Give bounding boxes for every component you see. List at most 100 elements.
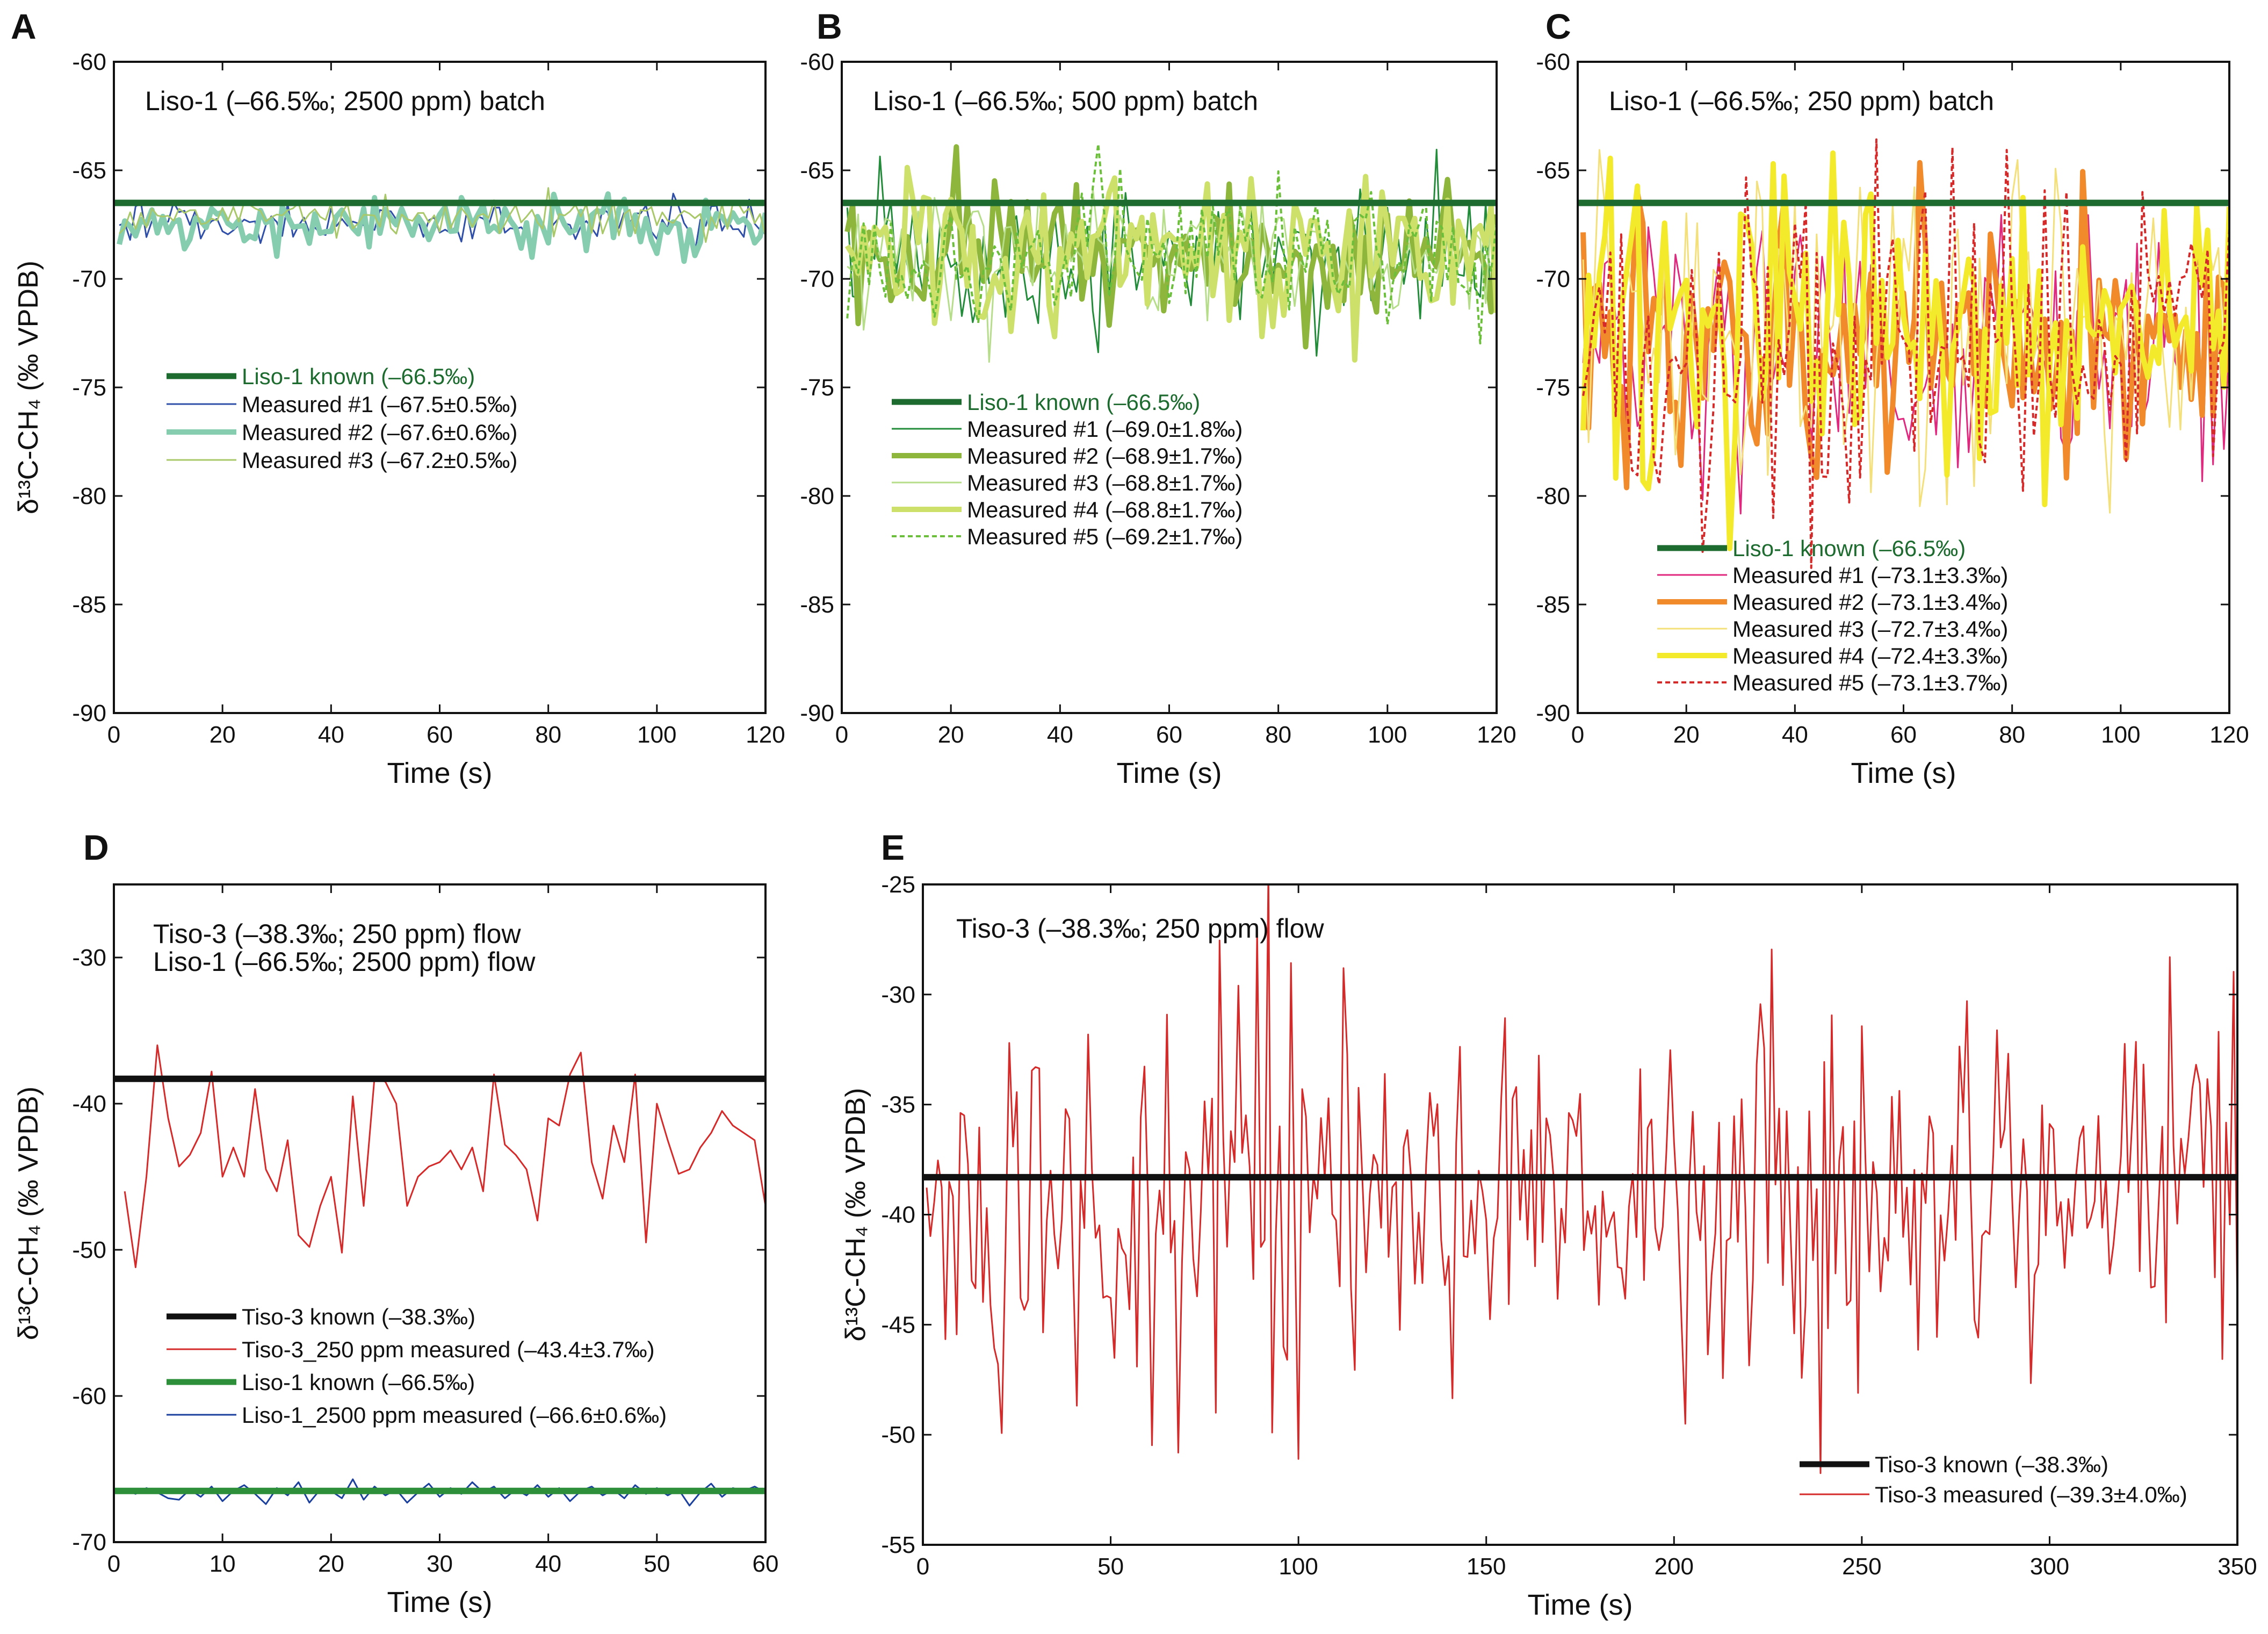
x-tick-label: 40 [535,1551,561,1577]
legend: Tiso-3 known (–38.3‰) Tiso-3 measured (–3… [1800,1452,2187,1507]
x-tick-label: 80 [535,722,561,748]
y-tick-label: -60 [1536,49,1570,75]
y-tick-label: -60 [72,1383,106,1409]
panel-letter: D [83,827,109,867]
legend-label: Measured #2 (–73.1±3.4‰) [1732,589,2008,615]
y-axis-label: δ¹³C-CH₄ (‰ VPDB) [13,261,44,514]
x-tick-label: 80 [1999,722,2025,748]
y-tick-label: -65 [1536,157,1570,184]
panel-letter: E [881,827,905,867]
x-tick-label: 350 [2218,1553,2257,1580]
x-tick-label: 0 [916,1553,929,1580]
series-line-4 [1580,150,2229,551]
y-tick-label: -55 [881,1532,915,1558]
legend-label: Measured #5 (–73.1±3.7‰) [1732,670,2008,695]
y-tick-label: -65 [800,157,834,184]
y-tick-label: -80 [1536,483,1570,509]
x-tick-label: 60 [753,1551,779,1577]
plot-area [1578,138,2229,569]
plot-frame [113,883,767,1543]
y-tick-label: -70 [1536,266,1570,292]
series-line-1 [926,884,2237,1474]
legend-label: Measured #4 (–72.4±3.3‰) [1732,643,2008,668]
y-tick-label: -50 [881,1422,915,1448]
x-tick-label: 100 [637,722,676,748]
x-tick-label: 100 [1368,722,1407,748]
y-tick-label: -70 [72,266,106,292]
x-tick-label: 100 [1279,1553,1318,1580]
x-tick-label: 10 [210,1551,236,1577]
plot-area [923,884,2237,1474]
legend-label: Measured #2 (–67.6±0.6‰) [242,420,517,445]
x-tick-label: 60 [1890,722,1917,748]
legend: Liso-1 known (–66.5‰) Measured #1 (–67.5±… [167,364,517,473]
y-tick-label: -35 [881,1092,915,1118]
y-tick-label: -45 [881,1312,915,1338]
x-tick-label: 20 [318,1551,344,1577]
x-tick-label: 50 [644,1551,670,1577]
y-tick-label: -70 [800,266,834,292]
series-line-5 [1582,138,2229,569]
legend-label: Measured #5 (–69.2±1.7‰) [967,524,1243,549]
y-tick-label: -75 [800,375,834,401]
x-tick-label: 40 [318,722,344,748]
plot-area [114,187,765,264]
y-axis-label: δ¹³C-CH₄ (‰ VPDB) [840,1088,871,1342]
panel-c: C 0 20 40 60 80 100 120 -90 -85 -80 -75 -70 -65 -60 Tim… [1536,6,2249,789]
legend: Liso-1 known (–66.5‰)Measured #1 (–73.1±… [1657,536,2008,695]
y-tick-label: -75 [72,375,106,401]
legend-label: Tiso-3 known (–38.3‰) [242,1304,475,1329]
y-tick-label: -40 [881,1202,915,1228]
legend-label: Liso-1 known (–66.5‰) [967,390,1200,415]
y-tick-label: -80 [800,483,834,509]
series-line-5 [846,142,1497,344]
legend-label: Tiso-3 measured (–39.3±4.0‰) [1875,1482,2187,1507]
y-tick-label: -90 [800,700,834,726]
series-line-3 [119,187,765,243]
x-tick-label: 200 [1655,1553,1694,1580]
x-tick-label: 40 [1782,722,1808,748]
x-tick-label: 20 [1673,722,1700,748]
legend: Tiso-3 known (–38.3‰) Tiso-3_250 ppm meas… [167,1304,667,1428]
x-tick-label: 60 [427,722,453,748]
panel-d: D 0 10 20 30 40 50 60 -70 -60 -50 -40 -30 Time (s) δ¹³… [13,827,778,1618]
x-tick-label: 0 [107,722,120,748]
legend-label: Measured #1 (–67.5±0.5‰) [242,392,517,417]
x-axis-label: Time (s) [1851,757,1956,789]
x-axis-label: Time (s) [387,1586,493,1618]
x-tick-label: 150 [1467,1553,1506,1580]
x-tick-label: 20 [938,722,964,748]
y-tick-label: -85 [72,592,106,618]
y-tick-label: -25 [881,872,915,898]
y-tick-label: -85 [800,592,834,618]
x-tick-label: 20 [210,722,236,748]
y-tick-label: -30 [881,982,915,1008]
y-tick-label: -60 [72,49,106,75]
x-tick-label: 300 [2030,1553,2069,1580]
x-tick-label: 60 [1156,722,1182,748]
x-tick-label: 30 [427,1551,453,1577]
legend-label: Liso-1_2500 ppm measured (–66.6±0.6‰) [242,1402,667,1428]
legend-label: Measured #1 (–73.1±3.3‰) [1732,563,2008,588]
x-axis-label: Time (s) [387,757,493,789]
y-tick-label: -30 [72,945,106,971]
panel-title: Liso-1 (–66.5‰; 500 ppm) batch [873,86,1258,116]
x-tick-label: 0 [835,722,848,748]
y-tick-label: -60 [800,49,834,75]
panel-letter: C [1545,6,1571,46]
series-line-4 [844,164,1497,363]
y-tick-label: -40 [72,1091,106,1117]
panel-title: Tiso-3 (–38.3‰; 250 ppm) flow [153,919,521,949]
x-tick-label: 0 [1571,722,1584,748]
panel-title: Tiso-3 (–38.3‰; 250 ppm) flow [956,913,1324,944]
panel-subtitle: Liso-1 (–66.5‰; 2500 ppm) flow [153,947,536,977]
x-tick-label: 120 [2209,722,2249,748]
x-tick-label: 250 [1842,1553,1881,1580]
legend: Liso-1 known (–66.5‰)Measured #1 (–69.0±… [892,390,1243,549]
legend-label: Liso-1 known (–66.5‰) [242,364,475,389]
x-axis-label: Time (s) [1528,1589,1633,1621]
plot-area [114,1044,765,1507]
legend-label: Tiso-3 known (–38.3‰) [1875,1452,2108,1477]
legend-label: Measured #1 (–69.0±1.8‰) [967,416,1243,442]
